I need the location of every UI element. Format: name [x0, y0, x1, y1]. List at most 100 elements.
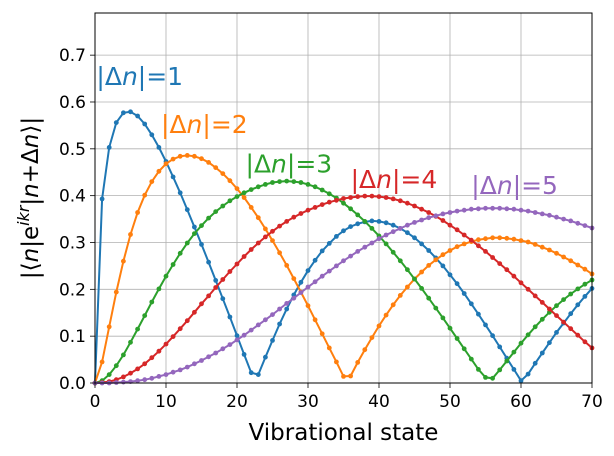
data-point: [561, 254, 566, 260]
data-point: [142, 313, 148, 318]
data-point: [362, 193, 368, 199]
data-point: [554, 313, 559, 318]
data-point: [419, 269, 424, 275]
data-point: [547, 340, 552, 346]
data-point: [483, 249, 488, 254]
data-point: [206, 293, 212, 299]
data-point: [511, 273, 517, 279]
y-tick-label: 0.0: [59, 374, 86, 394]
data-point: [234, 261, 240, 267]
x-tick-label: 70: [581, 392, 603, 412]
data-point: [539, 300, 545, 305]
data-point: [341, 374, 346, 379]
data-point: [440, 315, 446, 321]
data-point: [326, 268, 332, 274]
data-point: [128, 232, 133, 237]
data-point: [376, 219, 382, 224]
data-point: [539, 316, 545, 322]
data-point: [383, 220, 389, 226]
data-point: [461, 207, 467, 213]
data-point: [312, 184, 318, 190]
data-point: [184, 153, 190, 158]
data-point: [312, 257, 318, 263]
data-point: [447, 248, 453, 253]
data-point: [199, 358, 204, 363]
data-point: [156, 145, 162, 150]
data-point: [255, 215, 261, 221]
data-point: [163, 161, 169, 167]
x-tick-label: 40: [368, 392, 390, 412]
data-point: [121, 379, 126, 385]
data-point: [532, 242, 538, 247]
data-point: [121, 374, 126, 380]
data-point: [227, 342, 233, 347]
data-point: [547, 306, 552, 312]
data-point: [397, 293, 403, 298]
data-point: [192, 361, 197, 367]
data-point: [412, 276, 417, 282]
data-point: [412, 235, 417, 241]
data-point: [149, 375, 155, 381]
data-point: [582, 339, 588, 345]
data-point: [376, 194, 382, 200]
data-point: [575, 302, 581, 308]
data-point: [341, 228, 346, 234]
data-point: [355, 212, 361, 218]
data-point: [575, 220, 581, 226]
data-point: [447, 210, 453, 215]
data-point: [362, 244, 368, 250]
data-point: [255, 240, 261, 246]
data-point: [241, 332, 247, 338]
annotation-label: |Δn|=1: [96, 62, 183, 91]
data-point: [369, 226, 375, 231]
data-point: [298, 211, 304, 216]
data-point: [128, 339, 133, 345]
x-tick-label: 10: [155, 392, 177, 412]
data-point: [390, 196, 396, 202]
data-point: [255, 372, 261, 377]
data-point: [497, 367, 503, 373]
data-point: [121, 258, 126, 264]
y-tick-label: 0.6: [59, 93, 86, 113]
data-point: [412, 203, 417, 209]
data-point: [163, 372, 169, 377]
annotation-label: |Δn|=2: [161, 110, 248, 139]
x-tick-label: 20: [226, 392, 248, 412]
data-point: [241, 254, 247, 259]
data-point: [561, 216, 566, 222]
data-point: [419, 241, 424, 247]
data-point: [284, 301, 290, 306]
data-point: [554, 250, 559, 256]
data-point: [447, 325, 453, 331]
data-point: [277, 306, 282, 312]
data-point: [213, 285, 219, 290]
data-point: [199, 156, 204, 162]
data-point: [192, 224, 197, 230]
data-point: [440, 211, 446, 217]
data-point: [426, 263, 432, 268]
x-tick-label: 0: [90, 392, 101, 412]
data-point: [248, 187, 254, 193]
series-4: [92, 193, 595, 386]
y-tick-label: 0.7: [59, 46, 86, 66]
data-point: [149, 355, 155, 361]
data-point: [312, 205, 318, 210]
data-point: [397, 198, 403, 204]
data-point: [511, 367, 517, 372]
data-point: [575, 286, 581, 292]
data-point: [213, 350, 219, 356]
data-point: [575, 332, 581, 338]
data-point: [284, 219, 290, 224]
series-1: [92, 109, 595, 386]
data-point: [255, 184, 261, 190]
data-point: [397, 258, 403, 264]
plot-frame: [94, 12, 593, 384]
data-point: [277, 223, 282, 229]
series-3: [92, 178, 595, 386]
data-point: [113, 363, 119, 369]
annotation-label: |Δn|=4: [351, 165, 438, 194]
data-point: [440, 263, 446, 269]
x-axis-label: Vibrational state: [249, 420, 439, 446]
data-point: [483, 322, 488, 328]
